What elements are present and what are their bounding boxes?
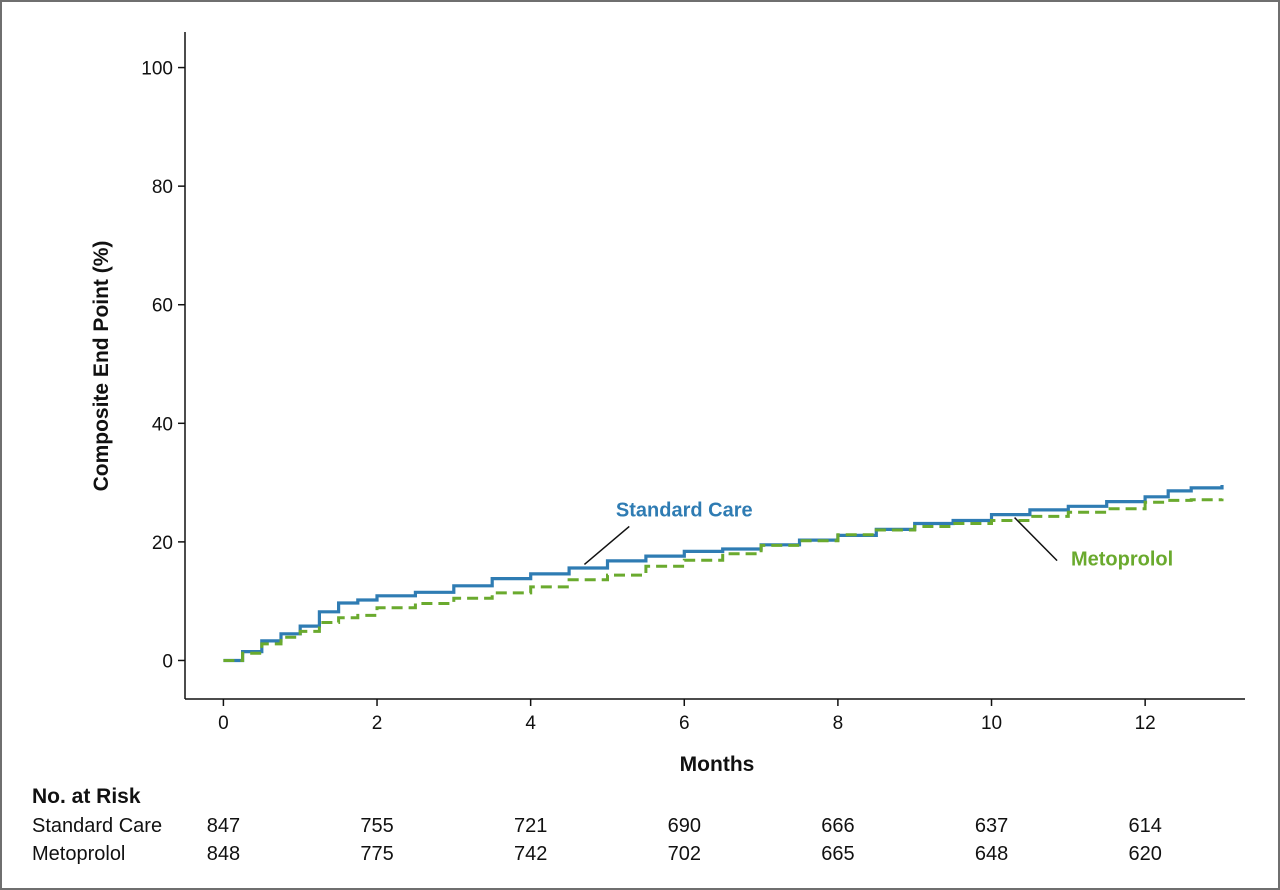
x-tick-label: 0 [218,713,229,734]
risk-value: 665 [821,843,854,865]
risk-value: 620 [1128,843,1161,865]
y-tick-label: 100 [141,59,173,80]
risk-value: 690 [668,815,701,837]
risk-table-heading: No. at Risk [32,785,141,808]
risk-value: 648 [975,843,1008,865]
x-tick-label: 8 [833,713,844,734]
risk-value: 847 [207,815,240,837]
x-axis-title: Months [680,753,755,776]
y-tick-label: 20 [152,533,173,554]
y-axis-title: Composite End Point (%) [90,241,113,492]
leader-line [1014,517,1058,562]
risk-value: 702 [668,843,701,865]
y-tick-label: 80 [152,177,173,198]
y-tick-label: 40 [152,414,173,435]
y-tick-label: 0 [162,651,173,672]
annotation-layer: Standard Care Metoprolol [583,499,1173,571]
risk-table: No. at Risk Standard Care 847 755 721 690 666… [32,785,1162,865]
risk-row-label: Standard Care [32,815,162,837]
x-tick-label: 4 [525,713,536,734]
risk-value: 637 [975,815,1008,837]
risk-value: 614 [1128,815,1161,837]
x-tick-label: 12 [1135,713,1156,734]
risk-value: 721 [514,815,547,837]
risk-row-label: Metoprolol [32,843,125,865]
series-label-metoprolol: Metoprolol [1071,549,1173,571]
series-line-metoprolol [223,498,1224,662]
series-layer [223,485,1224,663]
risk-value: 848 [207,843,240,865]
series-label-standard-care: Standard Care [616,499,753,521]
risk-value: 775 [360,843,393,865]
risk-value: 755 [360,815,393,837]
risk-value: 666 [821,815,854,837]
y-tick-label: 60 [152,296,173,317]
leader-line [583,525,630,565]
risk-value: 742 [514,843,547,865]
series-line-standard-care [223,485,1224,663]
x-tick-label: 2 [372,713,383,734]
x-tick-label: 6 [679,713,690,734]
x-tick-label: 10 [981,713,1002,734]
axes: 0 20 40 60 80 100 0 2 4 6 8 10 12 [141,32,1245,734]
